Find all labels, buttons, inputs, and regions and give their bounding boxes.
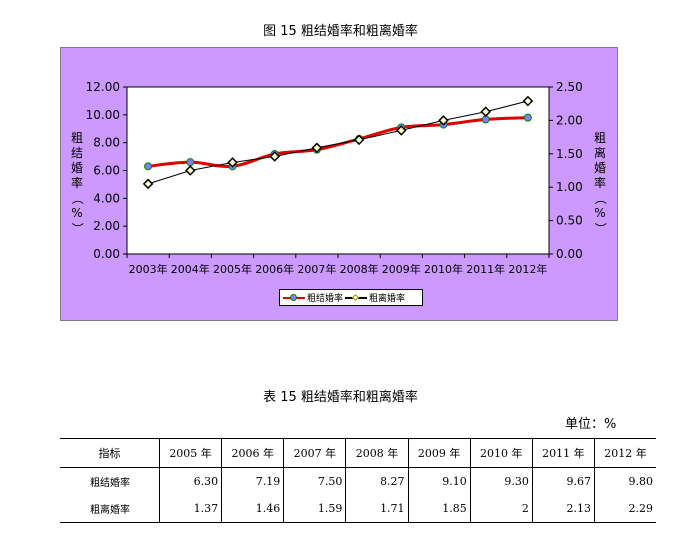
table-row: 粗离婚率 1.37 1.46 1.59 1.71 1.85 2 2.13 2.29: [60, 495, 656, 523]
x-axis-tick-label: 2010年: [424, 262, 463, 276]
left-axis-tick-label: 12.00: [86, 80, 120, 94]
table-cell: 1.37: [159, 495, 223, 523]
figure-title: 图 15 粗结婚率和粗离婚率: [263, 24, 418, 39]
left-axis-tick-label: 8.00: [93, 136, 120, 150]
table-header-year: 2005 年: [158, 438, 222, 468]
table-header-year: 2012 年: [593, 438, 656, 468]
data-point-marriage: [186, 158, 195, 167]
right-axis-tick-label: 1.00: [556, 180, 583, 194]
table-header-indicator: 指标: [60, 438, 160, 468]
legend-marriage-swatch: [283, 293, 305, 303]
data-point-divorce: [522, 95, 534, 107]
x-axis-tick-label: 2012年: [508, 262, 547, 276]
data-point-marriage: [523, 113, 532, 122]
left-axis-tick-label: 10.00: [86, 108, 120, 122]
x-axis-tick-label: 2011年: [466, 262, 505, 276]
left-axis-tick-label: 4.00: [93, 191, 120, 205]
right-axis-title: 粗离婚率（%）: [593, 131, 608, 235]
legend-divorce-swatch: [345, 293, 368, 303]
chart-legend: 粗结婚率 粗离婚率: [279, 289, 423, 306]
table-header-year: 2007 年: [283, 438, 346, 468]
x-axis-tick-label: 2009年: [382, 262, 421, 276]
table-row: 粗结婚率 6.30 7.19 7.50 8.27 9.10 9.30 9.67 9.80: [60, 467, 656, 495]
x-axis-tick-label: 2005年: [213, 262, 252, 276]
table-header-year: 2010 年: [469, 438, 533, 468]
line-chart: 0.00 2.00 4.00 6.00 8.00 10.00 12.00 0.00 0.50 1.…: [86, 80, 583, 276]
table-row-label: 粗离婚率: [60, 495, 160, 523]
table-cell: 1.71: [345, 495, 409, 523]
x-axis-tick-label: 2006年: [255, 262, 294, 276]
table-cell: 9.80: [628, 475, 654, 488]
legend-marriage-label: 粗结婚率: [307, 294, 344, 304]
x-axis-tick-label: 2003年: [129, 262, 168, 276]
plot-area: [126, 86, 550, 255]
right-axis-tick-label: 1.50: [556, 147, 583, 161]
data-table: 指标 2005 年 2006 年 2007 年 2008 年 2009 年 2010 年 20…: [60, 438, 656, 523]
left-axis-tick-label: 2.00: [93, 219, 120, 233]
table-cell: 2.29: [594, 495, 656, 523]
left-axis-tick-label: 0.00: [93, 247, 120, 261]
data-point-divorce: [227, 157, 238, 168]
table-cell: 9.10: [408, 467, 471, 495]
x-axis-tick-label: 2008年: [340, 262, 379, 276]
data-point-divorce: [269, 151, 281, 162]
right-axis-tick-label: 2.50: [556, 80, 583, 94]
table-row-label: 粗结婚率: [60, 467, 160, 495]
table-cell: 1.46: [221, 495, 285, 523]
data-point-divorce: [142, 178, 154, 190]
left-axis-tick-label: 6.00: [93, 164, 120, 178]
table-cell: 8.27: [345, 467, 409, 495]
data-point-divorce: [395, 125, 407, 136]
data-point-divorce: [353, 134, 365, 146]
table-cell: 2.13: [532, 495, 595, 523]
unit-label: 单位：%: [565, 417, 617, 432]
data-point-marriage: [144, 162, 153, 171]
data-point-divorce: [311, 142, 323, 154]
data-point-divorce: [438, 115, 449, 126]
table-cell: 9.30: [470, 467, 533, 495]
series-line-marriage: [147, 116, 528, 169]
table-cell: 7.50: [283, 467, 347, 495]
x-axis-tick-label: 2004年: [171, 262, 210, 276]
table-cell: 9.67: [532, 467, 595, 495]
legend-divorce-label: 粗离婚率: [369, 294, 406, 304]
table-title: 表 15 粗结婚率和粗离婚率: [263, 390, 418, 405]
table-header-year: 2009 年: [407, 438, 471, 468]
table-header-year: 2008 年: [345, 438, 409, 468]
table-header-year: 2006 年: [221, 438, 284, 468]
x-axis-tick-label: 2007年: [297, 262, 336, 276]
right-axis-tick-label: 2.00: [556, 113, 583, 127]
right-axis-tick-label: 0.00: [556, 247, 583, 261]
data-point-divorce: [184, 165, 196, 176]
table-header-year: 2011 年: [531, 438, 595, 468]
table-cell: 1.85: [408, 495, 471, 523]
series-line-divorce: [147, 100, 529, 185]
table-body: 粗结婚率 6.30 7.19 7.50 8.27 9.10 9.30 9.67 9.80 粗离婚率…: [60, 467, 656, 523]
table-cell: 1.59: [283, 495, 347, 523]
table-header-row: 指标 2005 年 2006 年 2007 年 2008 年 2009 年 2010 年 20…: [60, 438, 656, 468]
right-axis-tick-label: 0.50: [556, 214, 583, 228]
table-cell: 7.19: [221, 467, 285, 495]
left-axis-title: 粗结婚率（%）: [70, 131, 85, 235]
table-cell: 2: [470, 495, 533, 523]
table-cell: 6.30: [159, 467, 223, 495]
data-point-divorce: [480, 106, 492, 118]
